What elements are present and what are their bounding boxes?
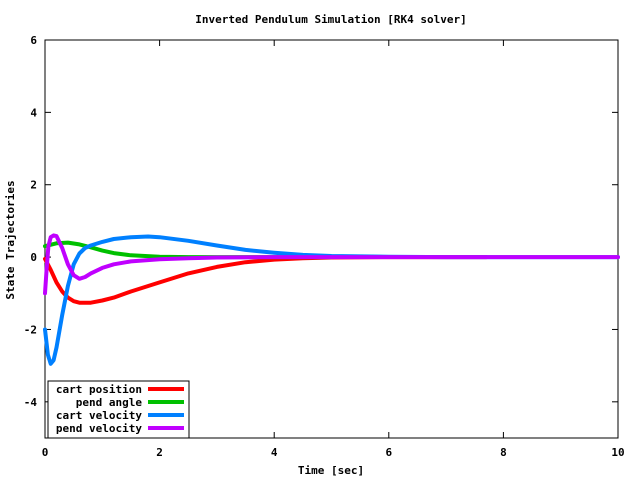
- legend-label: pend angle: [76, 396, 143, 409]
- series-line-pend-velocity: [43, 233, 620, 296]
- y-tick-label: 2: [30, 179, 37, 192]
- chart-title: Inverted Pendulum Simulation [RK4 solver…: [195, 13, 467, 26]
- x-axis-label: Time [sec]: [298, 464, 364, 477]
- x-tick-label: 0: [42, 446, 49, 459]
- series-layer: [43, 233, 620, 366]
- legend-label: pend velocity: [56, 422, 142, 435]
- plot-frame: [44, 39, 619, 439]
- legend-label: cart position: [56, 383, 142, 396]
- y-tick-label: -2: [24, 323, 37, 336]
- y-tick-label: 4: [30, 106, 37, 119]
- x-tick-label: 2: [156, 446, 163, 459]
- y-tick-label: 0: [30, 251, 37, 264]
- x-tick-label: 10: [611, 446, 624, 459]
- y-tick-label: -4: [24, 396, 38, 409]
- legend-label: cart velocity: [56, 409, 142, 422]
- x-tick-label: 6: [385, 446, 392, 459]
- y-tick-label: 6: [30, 34, 37, 47]
- axes: 0 2 4 6 8 10 -4 -2 0 2 4 6: [24, 34, 625, 459]
- x-tick-label: 8: [500, 446, 507, 459]
- x-tick-label: 4: [271, 446, 278, 459]
- y-axis-label: State Trajectories: [4, 180, 17, 299]
